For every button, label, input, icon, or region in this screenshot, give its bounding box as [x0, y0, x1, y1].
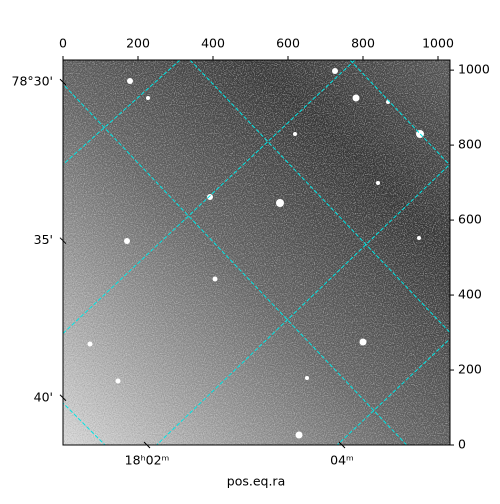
y-tick-label: 800: [458, 137, 482, 152]
y-tick-label: 600: [458, 212, 482, 227]
dec-tick: [59, 394, 67, 402]
ra-tick-label: 04ᵐ: [330, 453, 354, 468]
y-tick-label: 200: [458, 362, 482, 377]
axes-frame: [62, 59, 451, 446]
dec-tick-label: 35': [34, 232, 53, 247]
y-tick-label: 0: [458, 437, 466, 452]
x-tick-label: 0: [59, 36, 67, 51]
ra-tick: [338, 441, 346, 449]
x-tick-label: 1000: [422, 36, 454, 51]
x-tick-label: 200: [126, 36, 150, 51]
x-axis-label: pos.eq.ra: [227, 474, 285, 489]
x-tick-label: 600: [276, 36, 300, 51]
y-tick-label: 400: [458, 287, 482, 302]
ra-tick-label: 18ʰ02ᵐ: [125, 453, 170, 468]
image: [63, 60, 450, 445]
dec-tick: [59, 78, 67, 86]
dec-tick-label: 40': [34, 389, 53, 404]
x-tick-label: 400: [201, 36, 225, 51]
dec-tick: [59, 237, 67, 245]
ra-tick: [143, 441, 151, 449]
coordinate-grid: [63, 60, 450, 445]
dec-tick-label: 78°30': [12, 74, 54, 89]
x-tick-label: 800: [351, 36, 375, 51]
y-tick-label: 1000: [458, 62, 490, 77]
